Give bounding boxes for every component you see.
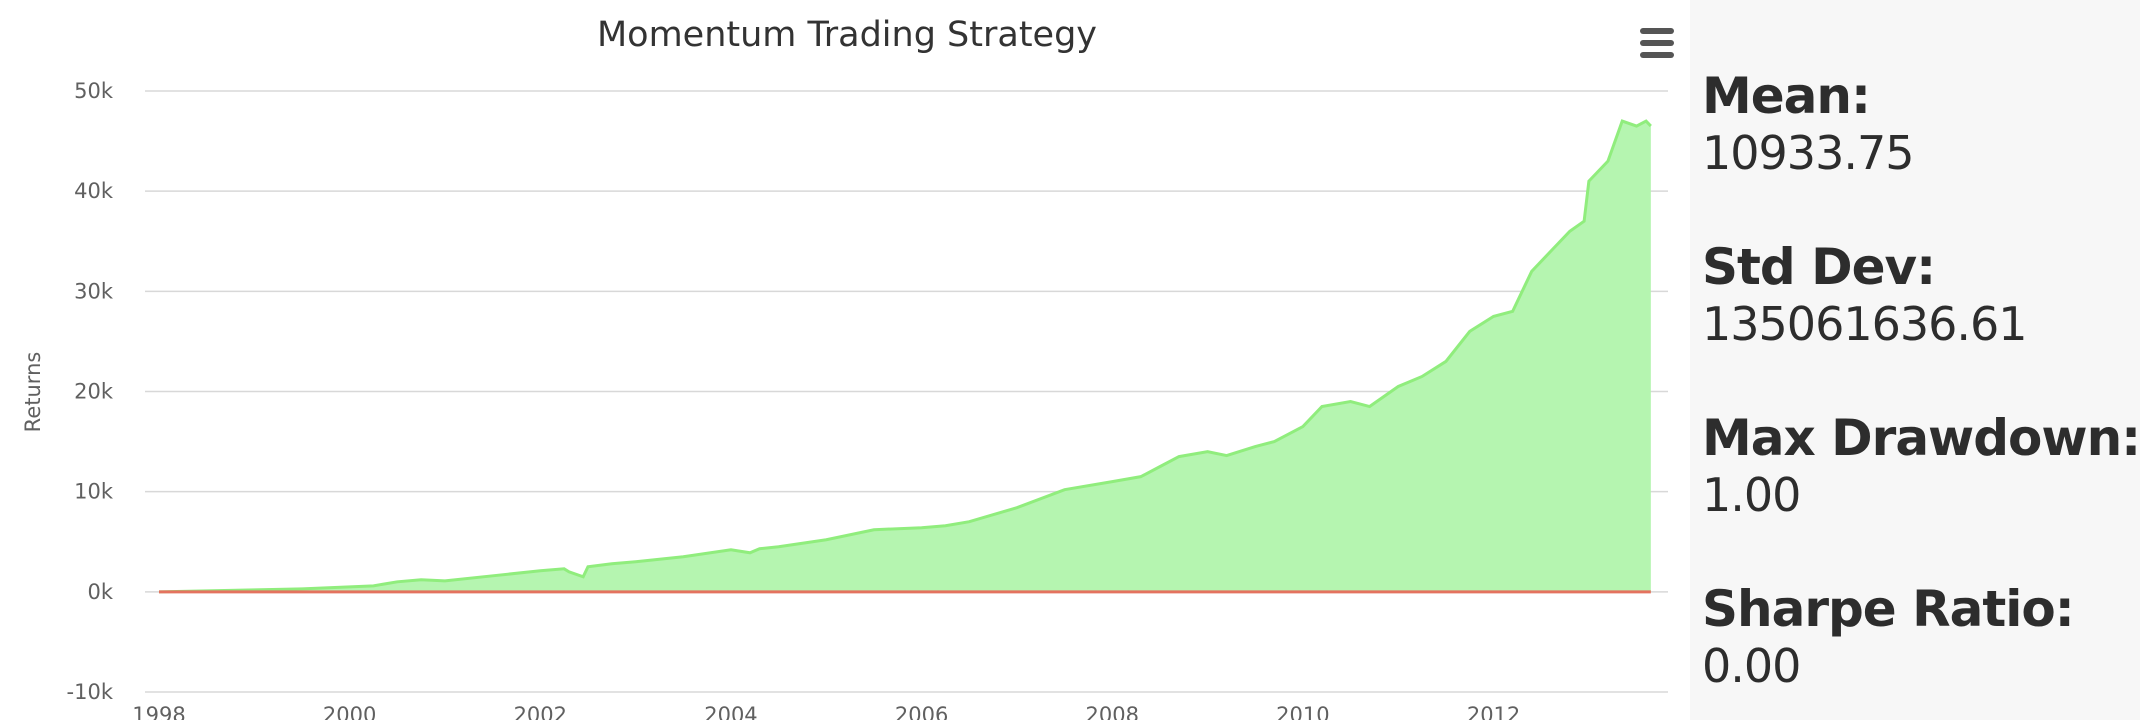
stat-std-dev-value: 135061636.61: [1702, 297, 2028, 351]
y-tick-label: -10k: [67, 680, 114, 704]
x-tick-label: 2006: [895, 703, 948, 720]
x-tick-label: 2012: [1467, 703, 1520, 720]
chart-title: Momentum Trading Strategy: [597, 15, 1097, 55]
stat-sharpe-ratio-label: Sharpe Ratio:: [1702, 580, 2075, 638]
x-tick-label: 2002: [514, 703, 567, 720]
stat-mean: Mean: 10933.75: [1702, 68, 1914, 182]
chart-container: Momentum Trading Strategy -10k 0k 10k 20k 30…: [21, 15, 1678, 720]
stat-sharpe-ratio: Sharpe Ratio: 0.00: [1702, 580, 2075, 695]
x-tick-label: 2010: [1276, 703, 1329, 720]
stat-mean-value: 10933.75: [1702, 126, 1914, 180]
stat-sharpe-ratio-value: 0.00: [1702, 639, 1801, 693]
y-tick-label: 50k: [74, 79, 114, 103]
returns-area: [159, 121, 1651, 592]
returns-chart: Momentum Trading Strategy -10k 0k 10k 20k 30…: [21, 15, 1668, 720]
x-tick-label: 2008: [1086, 703, 1139, 720]
y-tick-label: 40k: [74, 179, 114, 203]
returns-line: [158, 119, 1652, 594]
chart-menu-button[interactable]: [1638, 28, 1678, 60]
y-tick-label: 30k: [74, 279, 114, 303]
series-layer: [158, 119, 1652, 594]
stat-mean-label: Mean:: [1702, 67, 1871, 125]
y-tick-label: 20k: [74, 380, 114, 404]
y-tick-label: 0k: [87, 580, 113, 604]
y-axis-title: Returns: [21, 352, 45, 433]
y-tick-label: 10k: [74, 480, 114, 504]
stat-std-dev: Std Dev: 135061636.61: [1702, 238, 2028, 353]
stat-std-dev-label: Std Dev:: [1702, 238, 1936, 296]
x-axis-ticks: 1998 2000 2002 2004 2006 2008 2010 2012: [132, 703, 1520, 720]
y-axis-ticks: -10k 0k 10k 20k 30k 40k 50k: [67, 79, 114, 704]
x-tick-label: 2000: [323, 703, 376, 720]
x-tick-label: 2004: [704, 703, 757, 720]
stat-max-drawdown-value: 1.00: [1702, 468, 1801, 522]
stat-max-drawdown-label: Max Drawdown:: [1702, 409, 2140, 467]
stats-panel: Mean: 10933.75 Std Dev: 135061636.61 Max…: [1690, 0, 2140, 720]
stat-max-drawdown: Max Drawdown: 1.00: [1702, 410, 2140, 524]
x-tick-label: 1998: [132, 703, 185, 720]
